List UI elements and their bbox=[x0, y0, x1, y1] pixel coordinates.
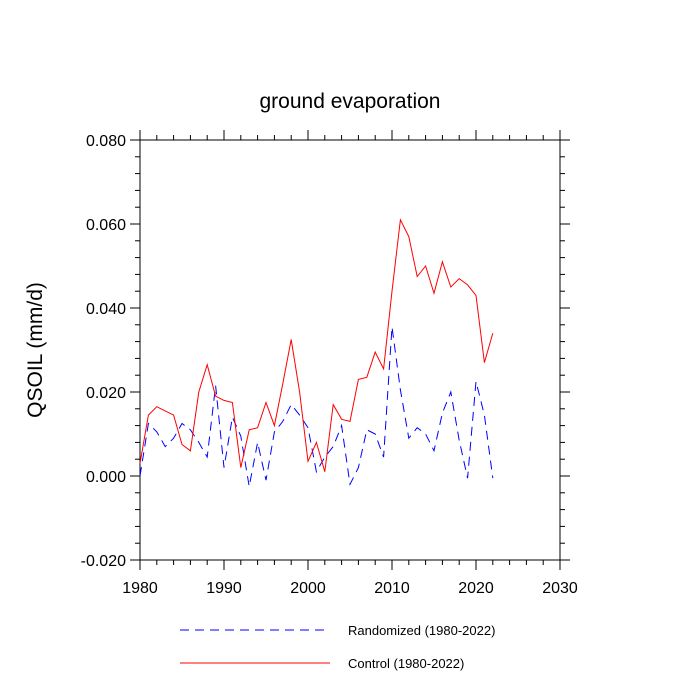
y-tick-label: 0.020 bbox=[86, 385, 126, 402]
legend-label: Randomized (1980-2022) bbox=[348, 623, 495, 638]
y-tick-label: 0.060 bbox=[86, 217, 126, 234]
series-line-randomized bbox=[139, 326, 494, 487]
y-axis-label: QSOIL (mm/d) bbox=[24, 282, 47, 418]
x-tick-label: 2000 bbox=[290, 580, 326, 597]
plot-frame bbox=[139, 139, 561, 561]
x-tick-labels: 1980 1990 2000 2010 2020 2030 bbox=[122, 580, 578, 597]
legend-label: Control (1980-2022) bbox=[348, 656, 464, 671]
x-tick-label: 2030 bbox=[542, 580, 578, 597]
series-layer bbox=[139, 218, 494, 487]
x-tick-label: 1980 bbox=[122, 580, 158, 597]
chart-title: ground evaporation bbox=[260, 90, 441, 113]
axis-ticks bbox=[130, 130, 570, 570]
legend: Randomized (1980-2022) Control (1980-2022… bbox=[180, 623, 495, 671]
y-tick-labels: -0.020 0.000 0.020 0.040 0.060 0.080 bbox=[81, 133, 126, 570]
y-tick-label: 0.000 bbox=[86, 469, 126, 486]
y-tick-label: 0.080 bbox=[86, 133, 126, 150]
series-line-control bbox=[139, 218, 494, 472]
x-tick-label: 1990 bbox=[206, 580, 242, 597]
y-tick-label: 0.040 bbox=[86, 301, 126, 318]
x-tick-label: 2010 bbox=[374, 580, 410, 597]
x-tick-label: 2020 bbox=[458, 580, 494, 597]
y-tick-label: -0.020 bbox=[81, 553, 126, 570]
